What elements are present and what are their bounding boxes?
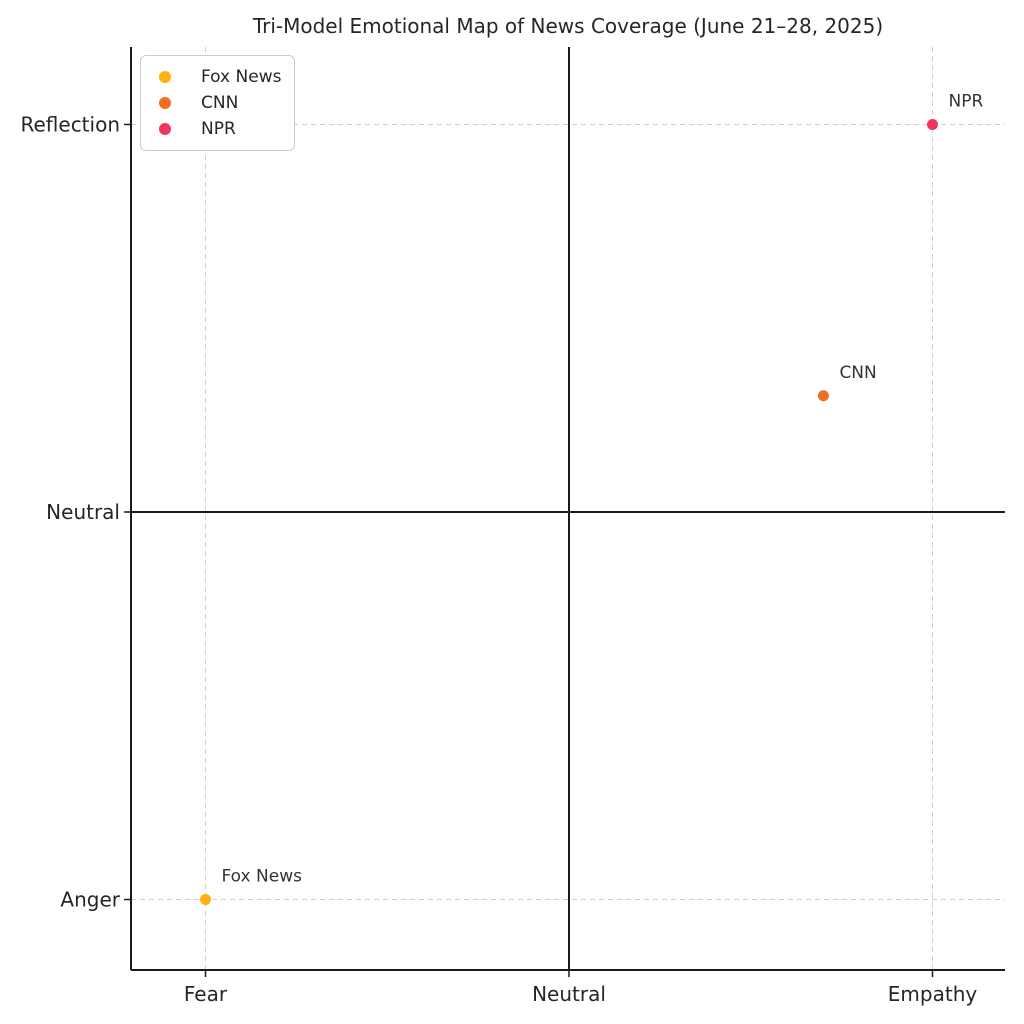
- data-point-cnn: [817, 390, 829, 402]
- axis-spines: [130, 47, 1005, 971]
- legend-marker-dot-icon: [159, 123, 171, 135]
- y-tick-label-reflection: Reflection: [20, 113, 120, 137]
- axis-ticks: [124, 123, 934, 977]
- legend-label: NPR: [201, 119, 236, 139]
- legend-label: Fox News: [201, 67, 282, 87]
- legend-marker-dot-icon: [159, 71, 171, 83]
- point-labels: Fox News CNN NPR: [222, 92, 984, 887]
- point-label-cnn: CNN: [839, 363, 876, 383]
- legend-marker-dot-icon: [159, 97, 171, 109]
- point-label-fox-news: Fox News: [222, 867, 303, 887]
- chart-title: Tri-Model Emotional Map of News Coverage…: [252, 14, 884, 38]
- x-tick-label-neutral: Neutral: [532, 982, 606, 1006]
- legend-item-npr: NPR: [141, 116, 294, 142]
- legend-item-cnn: CNN: [141, 90, 294, 116]
- legend-label: CNN: [201, 93, 239, 113]
- y-tick-label-anger: Anger: [60, 888, 120, 912]
- x-tick-label-fear: Fear: [184, 982, 228, 1006]
- x-tick-label-empathy: Empathy: [888, 982, 978, 1006]
- data-point-fox-news: [200, 894, 211, 905]
- legend-item-fox-news: Fox News: [141, 64, 294, 90]
- data-point-npr: [927, 119, 938, 130]
- legend: Fox News CNN NPR: [140, 55, 295, 151]
- tick-labels: Fear Neutral Empathy Anger Neutral Reflection: [20, 113, 977, 1007]
- y-tick-label-neutral: Neutral: [46, 500, 120, 524]
- data-points: [200, 119, 938, 905]
- point-label-npr: NPR: [949, 92, 984, 112]
- quadrant-reference-lines: [131, 47, 1005, 970]
